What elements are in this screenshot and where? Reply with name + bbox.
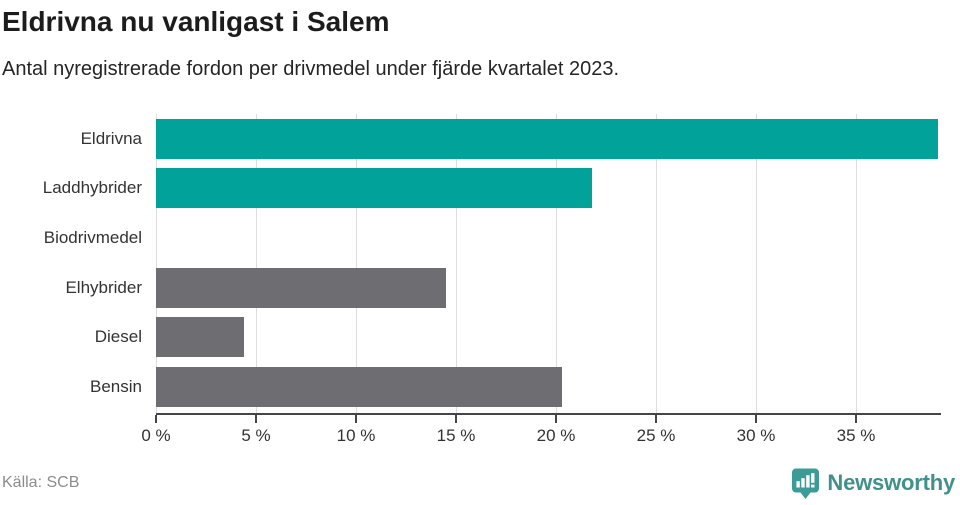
axis-tick-label: 0 % xyxy=(141,426,171,445)
category-label: Laddhybrider xyxy=(42,178,142,198)
bar xyxy=(156,267,446,308)
category-label: Bensin xyxy=(90,377,142,397)
bar xyxy=(156,118,938,159)
axis-tick-label: 25 % xyxy=(636,426,676,445)
chart-row-elhybrider: Elhybrider xyxy=(65,263,941,313)
gridline xyxy=(356,114,357,413)
source-note: Källa: SCB xyxy=(2,474,80,491)
chart-row-laddhybrider: Laddhybrider xyxy=(43,164,941,214)
axis-tick xyxy=(355,415,357,423)
gridline xyxy=(156,114,157,413)
category-label: Eldrivna xyxy=(80,128,142,148)
axis-tick-label: 30 % xyxy=(736,426,776,445)
axis-tick xyxy=(755,415,757,423)
gridline xyxy=(756,114,757,413)
gridline xyxy=(556,114,557,413)
plot-area: Eldrivna Laddhybrider Biodrivmedel Elhybrid… xyxy=(43,114,941,415)
gridline xyxy=(256,114,257,413)
axis-tick xyxy=(855,415,857,423)
gridline xyxy=(856,114,857,413)
axis-tick-label: 20 % xyxy=(536,426,576,445)
chart-row-biodrivmedel: Biodrivmedel xyxy=(44,213,941,263)
bar xyxy=(156,317,244,358)
brand-wordmark: Newsworthy xyxy=(827,470,955,495)
category-label: Biodrivmedel xyxy=(43,228,142,248)
axis-tick xyxy=(655,415,657,423)
gridline xyxy=(656,114,657,413)
newsworthy-logo-icon xyxy=(791,467,820,500)
axis-tick-label: 15 % xyxy=(436,426,476,445)
category-label: Diesel xyxy=(94,327,142,347)
axis-tick-label: 35 % xyxy=(836,426,876,445)
axis-tick xyxy=(455,415,457,423)
chart-row-bensin: Bensin xyxy=(90,362,941,412)
axis-tick xyxy=(555,415,557,423)
page-title: Eldrivna nu vanligast i Salem xyxy=(2,6,390,37)
bar xyxy=(156,367,562,408)
category-label: Elhybrider xyxy=(65,277,142,297)
page-subtitle: Antal nyregistrerade fordon per drivmede… xyxy=(2,58,620,80)
chart-row-diesel: Diesel xyxy=(95,313,941,363)
x-axis: 0 % 5 % 10 % 15 % 20 % 25 % 30 % 35 % xyxy=(141,415,941,451)
brand-lockup: Newsworthy xyxy=(791,467,955,500)
axis-tick xyxy=(255,415,257,423)
axis-tick-label: 5 % xyxy=(241,426,271,445)
footer: Källa: SCB Newsworthy xyxy=(2,465,955,501)
axis-tick xyxy=(155,415,157,423)
gridline xyxy=(456,114,457,413)
bar xyxy=(156,168,592,209)
axis-tick-label: 10 % xyxy=(336,426,376,445)
chart-row-eldrivna: Eldrivna xyxy=(81,114,941,164)
